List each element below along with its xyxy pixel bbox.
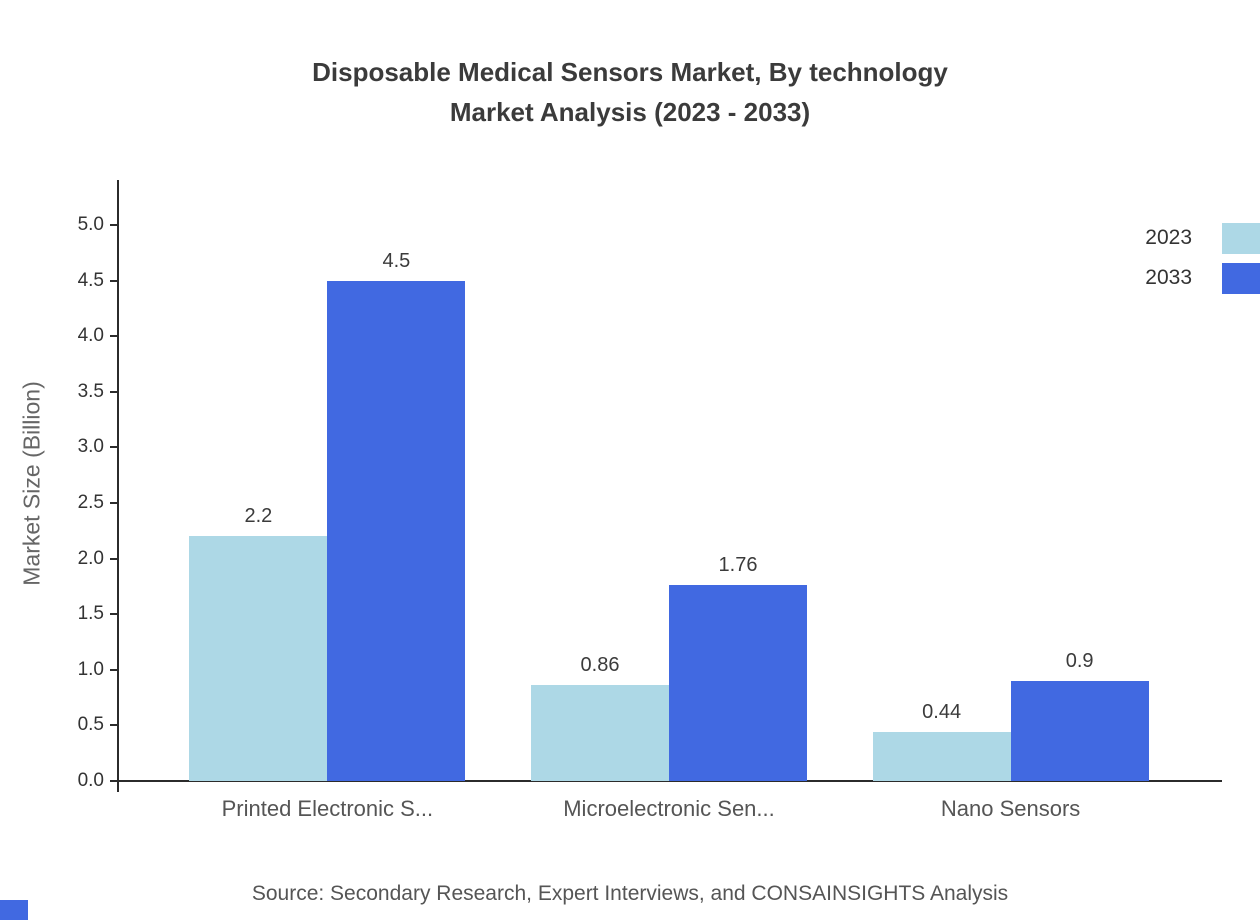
y-tick-label: 2.5 bbox=[77, 492, 104, 513]
y-tick-mark bbox=[110, 279, 119, 282]
y-tick-mark bbox=[110, 502, 119, 504]
bar-2023 bbox=[872, 732, 1011, 781]
y-tick-label: 3.5 bbox=[77, 380, 104, 402]
bar-value-label: 0.44 bbox=[922, 701, 962, 724]
y-tick-mark bbox=[110, 390, 119, 393]
bar-value-label: 0.9 bbox=[1065, 649, 1094, 672]
source-text: Source: Secondary Research, Expert Inter… bbox=[251, 882, 1009, 905]
chart-title-line1: Disposable Medical Sensors Market, By te… bbox=[312, 57, 948, 87]
bar-value-label: 0.86 bbox=[580, 654, 620, 677]
legend-swatch bbox=[1222, 222, 1260, 254]
x-category-label: Printed Electronic S... bbox=[221, 796, 434, 821]
y-tick-mark bbox=[110, 335, 119, 338]
x-category-label: Microelectronic Sen... bbox=[563, 796, 775, 821]
legend: 2023 2033 bbox=[1145, 218, 1260, 298]
bar-value-label: 2.2 bbox=[244, 505, 273, 528]
y-tick-label: 0.5 bbox=[77, 714, 104, 736]
bar-2023 bbox=[531, 685, 669, 781]
y-tick-label: 0.0 bbox=[77, 770, 104, 791]
corner-accent-square bbox=[0, 900, 28, 920]
legend-item-2023: 2023 bbox=[1145, 218, 1260, 258]
bar-2033 bbox=[669, 585, 807, 781]
x-axis-line bbox=[110, 780, 1222, 782]
y-tick-label: 1.5 bbox=[77, 603, 104, 625]
y-tick-mark bbox=[110, 613, 119, 616]
y-tick-mark bbox=[110, 780, 119, 782]
legend-label: 2023 bbox=[1145, 226, 1192, 249]
y-tick-mark bbox=[110, 224, 119, 226]
chart-title: Disposable Medical Sensors Market, By te… bbox=[0, 52, 1260, 132]
bar-value-label: 4.5 bbox=[382, 249, 411, 272]
y-tick-label: 1.0 bbox=[77, 658, 104, 680]
y-tick-label: 2.0 bbox=[77, 547, 104, 569]
legend-item-2033: 2033 bbox=[1145, 258, 1260, 298]
bar-2033 bbox=[327, 280, 466, 781]
legend-swatch bbox=[1222, 262, 1260, 294]
y-tick-label: 5.0 bbox=[77, 214, 104, 235]
legend-label: 2033 bbox=[1145, 266, 1192, 289]
y-tick-label: 4.0 bbox=[77, 325, 104, 347]
y-tick-mark bbox=[110, 724, 119, 727]
bar-2033 bbox=[1010, 680, 1149, 781]
bar-value-label: 1.76 bbox=[718, 554, 758, 577]
y-axis-line bbox=[117, 180, 119, 792]
y-tick-mark bbox=[110, 668, 119, 671]
x-category-label: Nano Sensors bbox=[940, 796, 1081, 821]
y-tick-mark bbox=[110, 446, 119, 449]
bar-2023 bbox=[189, 536, 328, 781]
chart-title-line2: Market Analysis (2023 - 2033) bbox=[449, 97, 811, 127]
y-tick-label: 3.0 bbox=[77, 436, 104, 458]
y-tick-mark bbox=[110, 557, 119, 560]
y-tick-label: 4.5 bbox=[77, 269, 104, 291]
